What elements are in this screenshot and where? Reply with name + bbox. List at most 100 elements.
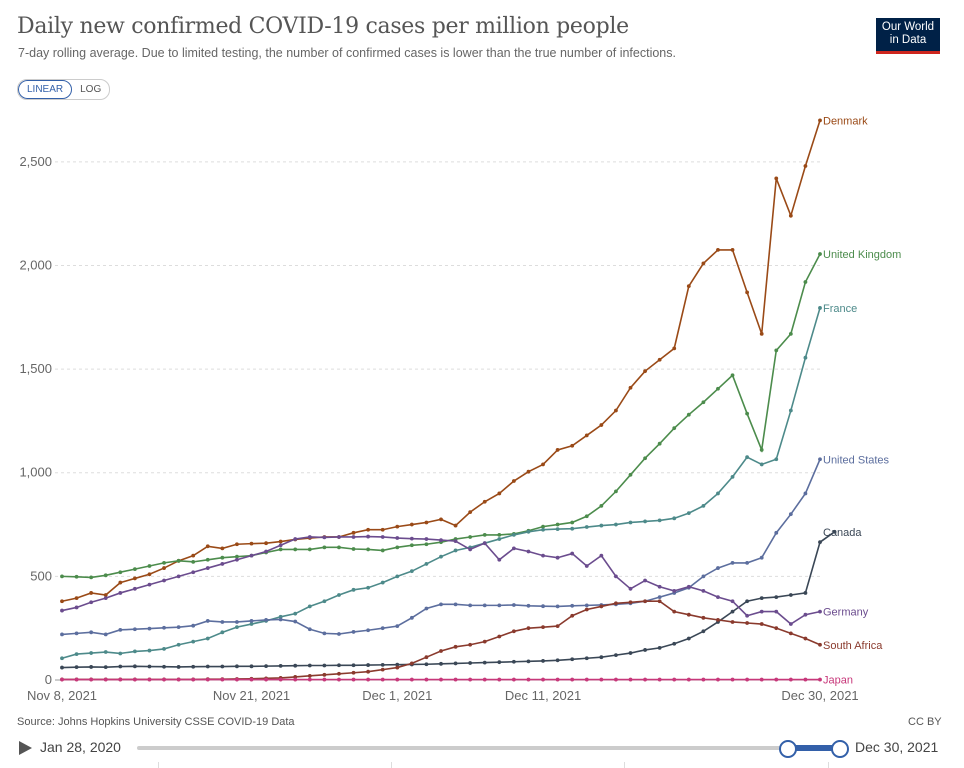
data-point [322,631,327,636]
data-point [366,585,371,590]
data-point [366,663,371,667]
data-point [555,604,560,609]
data-point [468,661,473,665]
data-point [541,524,545,529]
series-line [61,120,821,603]
data-point [818,457,822,462]
data-point [264,617,268,622]
data-point [395,524,400,529]
data-point [322,599,327,604]
data-point [424,662,429,667]
series-label[interactable]: Denmark [823,115,868,127]
data-point [482,541,487,546]
data-point [74,677,79,682]
series-label[interactable]: Japan [823,675,853,687]
data-point [395,536,400,540]
data-point [74,574,79,579]
series-label[interactable]: South Africa [823,640,883,652]
series-denmark[interactable] [60,118,822,604]
data-point [803,677,808,682]
series-south-africa[interactable] [60,599,822,682]
series-label[interactable]: Germany [823,607,869,619]
series-canada[interactable] [60,529,837,670]
data-point [730,373,735,378]
data-point [745,411,750,416]
timeline-end-label: Dec 30, 2021 [855,739,939,755]
owid-logo[interactable]: Our World in Data [876,18,940,54]
data-point [584,603,589,608]
data-point [818,118,822,123]
series-united-states[interactable] [60,457,822,637]
data-point [249,622,254,626]
series-label[interactable]: France [823,303,857,315]
data-point [293,611,298,616]
data-point [89,665,94,669]
series-lines [60,118,837,682]
data-point [235,620,239,624]
data-point [759,622,764,626]
data-point [453,661,458,666]
data-point [162,625,166,630]
data-point [497,491,502,496]
license-link[interactable]: CC BY [908,716,942,728]
data-point [409,536,414,541]
data-point [453,677,458,682]
data-point [424,606,429,611]
data-point [482,533,487,537]
y-tick-label: 2,000 [19,257,52,272]
data-point [672,677,677,682]
data-point [541,553,545,558]
data-point [672,516,677,521]
log-scale-button[interactable]: LOG [80,84,102,95]
data-point [293,663,298,668]
data-point [672,641,677,646]
y-tick-label: 1,500 [19,361,52,376]
data-point [337,671,341,676]
x-tick-label: Dec 11, 2021 [505,688,581,703]
series-germany[interactable] [60,534,822,626]
data-point [322,535,327,540]
data-point [74,665,79,670]
data-point [818,609,822,614]
data-point [103,573,108,578]
data-point [307,663,312,668]
data-point [395,677,400,682]
series-label[interactable]: Canada [823,527,862,539]
data-point [759,609,764,614]
linear-scale-button[interactable]: LINEAR [18,80,73,99]
series-france[interactable] [60,306,822,661]
data-point [555,624,560,629]
data-point [774,677,779,682]
data-point [672,609,677,614]
data-point [351,663,356,668]
data-point [147,664,152,669]
data-point [570,677,575,682]
data-point [657,599,662,604]
data-point [118,664,123,669]
data-point [657,677,662,682]
data-point [672,346,677,351]
source-note[interactable]: Source: Johns Hopkins University CSSE CO… [17,716,295,728]
series-label[interactable]: United Kingdom [823,249,901,261]
series-united-kingdom[interactable] [60,252,822,580]
data-point [264,677,268,682]
data-point [103,632,108,637]
data-point [337,632,341,636]
data-point [730,620,735,624]
timeline-track[interactable] [137,746,839,750]
data-point [599,677,604,682]
data-point [730,474,735,479]
data-point [541,604,545,609]
data-point [176,665,181,669]
data-point [395,574,400,579]
data-point [205,557,210,562]
series-label[interactable]: United States [823,454,890,466]
timeline-end-handle[interactable] [831,740,849,758]
chart-title: Daily new confirmed COVID-19 cases per m… [17,14,629,39]
data-point [643,599,647,604]
series-japan[interactable] [60,677,822,682]
play-icon[interactable] [19,741,32,755]
data-point [818,252,822,256]
timeline-start-handle[interactable] [779,740,797,758]
data-point [278,664,283,668]
